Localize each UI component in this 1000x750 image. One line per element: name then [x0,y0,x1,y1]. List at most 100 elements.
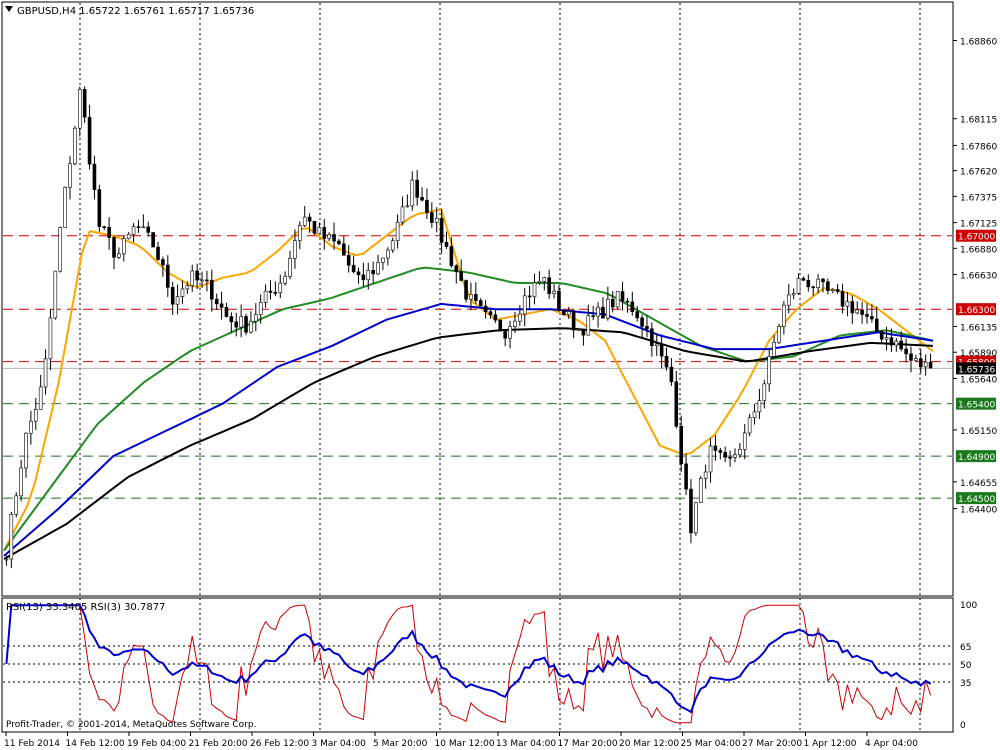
price-level-label: 1.65400 [958,401,995,411]
candle-body [224,307,229,317]
candle-body [518,313,522,322]
candle-body [33,409,38,422]
candle-body [630,301,635,312]
candle-body [909,353,913,361]
candle-body [708,445,713,473]
candle-body [914,358,918,361]
candle-body [571,311,576,331]
candle-body [107,226,111,238]
price-level-label: 1.66300 [958,306,995,316]
rsi-header: RSI(13) 33.3405 RSI(3) 30.7877 [6,602,165,613]
candle-body [121,238,126,255]
price-level-label-box[interactable] [956,450,996,463]
price-tick-label: 1.65150 [960,427,997,437]
candle-body [782,304,786,327]
candle-body [918,358,923,368]
candle-body [386,249,390,259]
price-tick-label: 1.68115 [960,116,997,126]
candle-body [444,242,449,247]
candle-body [254,314,258,322]
candle-body [527,295,532,298]
candle-body [654,343,659,347]
candle-body [141,226,146,229]
price-axis[interactable]: 1.670001.663001.658001.654001.649001.645… [953,37,997,516]
candle-body [478,300,483,307]
candle-body [351,264,356,273]
candle-body [102,226,107,228]
candle-body [645,326,649,330]
candle-body [161,259,165,266]
candle-body [415,179,419,198]
candle-body [870,316,874,320]
candle-body [498,319,503,332]
price-level-label-box[interactable] [956,229,996,242]
price-level-label: 1.64900 [958,453,995,463]
candle-body [586,315,591,336]
candle-body [483,305,488,312]
candle-body [757,400,762,413]
candle-body [327,234,331,239]
price-level-label-box[interactable] [956,303,996,316]
candle-body [4,558,9,561]
candle-body [82,88,87,118]
candle-body [811,286,816,289]
candle-body [288,258,292,277]
candle-body [112,237,116,258]
candle-body [493,314,498,321]
candle-body [165,264,170,288]
moving-average-line [3,327,934,560]
candle-body [170,287,175,305]
candle-body [425,199,429,214]
time-label: 27 Mar 20:00 [742,739,802,749]
price-tick-label: 1.68860 [960,37,997,47]
candle-body [513,320,517,327]
rsi-line [5,604,932,714]
candle-body [786,294,791,306]
candle-body [547,277,551,294]
price-level-label-box[interactable] [956,492,996,505]
candle-body [742,432,747,450]
candle-body [879,331,884,340]
candle-body [126,233,131,239]
candle-body [860,309,864,315]
candle-body [615,291,620,308]
time-label: 21 Feb 20:00 [189,739,248,749]
time-label: 13 Mar 04:00 [496,739,556,749]
candle-body [273,292,278,294]
candle-body [713,445,718,451]
candle-body [845,301,850,307]
horizontal-price-levels[interactable] [3,235,952,499]
candle-body [625,300,630,303]
candle-body [606,298,610,319]
candlestick-series [4,86,933,569]
candle-body [752,411,757,418]
price-tick-label: 1.65890 [960,349,997,359]
candle-body [562,310,566,315]
candle-body [474,294,478,301]
copyright-text: Profit-Trader, © 2001-2014, MetaQuotes S… [6,720,256,730]
candle-body [865,314,869,317]
candle-body [640,317,644,327]
price-level-label-box[interactable] [956,397,996,410]
candle-body [679,425,683,465]
collapse-triangle-icon[interactable] [5,6,13,12]
price-tick-label: 1.66135 [960,324,997,334]
candle-body [674,381,679,427]
candle-body [791,293,796,296]
candle-body [229,316,234,323]
candle-body [767,356,772,385]
candle-body [400,206,405,223]
candle-body [361,274,366,281]
candle-body [249,320,253,333]
time-label: 3 Mar 04:00 [312,739,367,749]
candle-body [175,296,180,305]
candle-body [664,355,669,368]
price-tick-label: 1.67125 [960,220,997,230]
time-label: 5 Mar 20:00 [373,739,428,749]
candle-body [9,514,14,560]
candle-body [840,291,845,307]
candle-body [87,116,92,165]
time-axis[interactable]: 11 Feb 2014 14 Feb 12:00 19 Feb 04:00 21 Fe… [4,732,918,749]
